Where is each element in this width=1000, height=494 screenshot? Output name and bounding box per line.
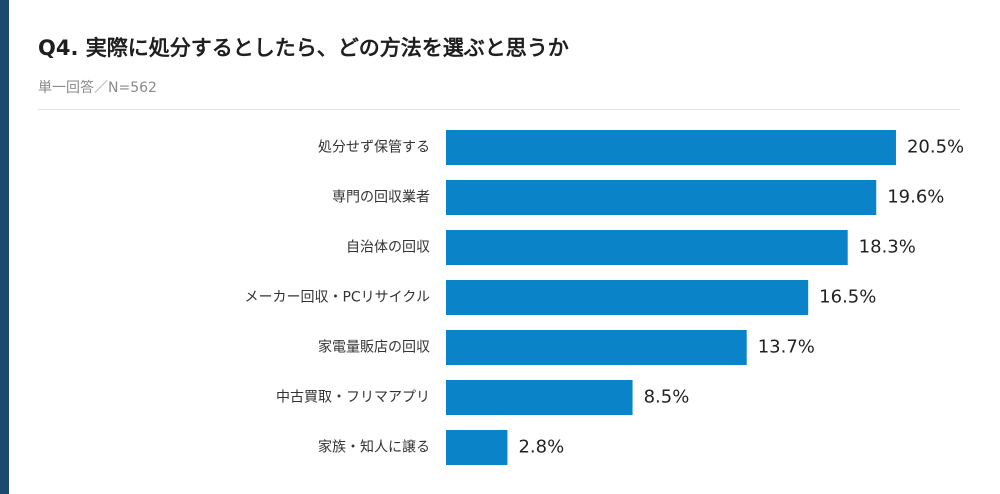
chart-title: Q4. 実際に処分するとしたら、どの方法を選ぶと思うか [38,36,569,60]
category-label: 家族・知人に譲る [318,439,430,456]
value-label: 16.5% [819,287,876,308]
category-label: 処分せず保管する [318,140,430,156]
value-label: 19.6% [887,187,944,208]
header-divider [38,109,960,110]
bar [446,230,848,265]
value-label: 13.7% [758,337,815,358]
category-label: 専門の回収業者 [332,190,430,206]
bar [446,130,896,165]
value-label: 20.5% [907,137,964,158]
left-accent-bar [0,0,9,494]
bar [446,430,508,465]
chart-subtitle: 単一回答／N=562 [38,80,157,96]
category-label: 自治体の回収 [346,240,430,256]
value-label: 2.8% [518,437,564,458]
bar [446,280,809,315]
category-label: 中古買取・フリマアプリ [276,390,430,406]
bar [446,380,633,415]
category-label: メーカー回収・PCリサイクル [244,290,430,306]
category-label: 家電量販店の回収 [318,339,430,356]
bar [446,180,877,215]
value-label: 8.5% [644,387,690,408]
value-label: 18.3% [859,237,916,258]
bar [446,330,747,365]
